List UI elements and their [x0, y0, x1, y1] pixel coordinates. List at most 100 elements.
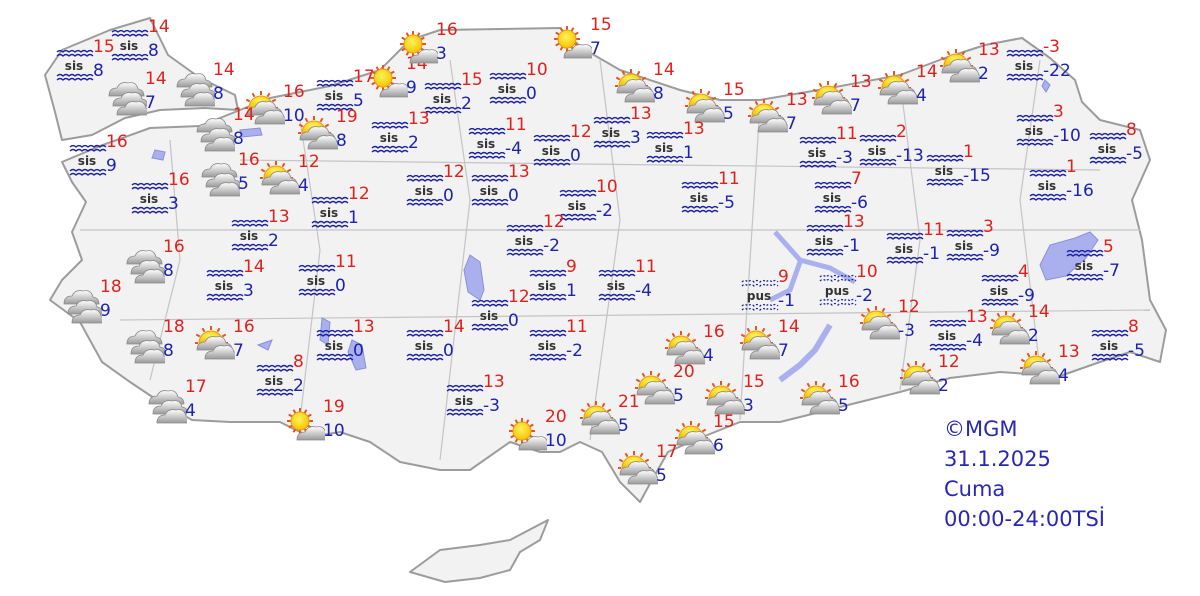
max-temp: 11 [923, 220, 945, 240]
svg-text:sis: sis [380, 131, 398, 145]
fog-icon: sis [528, 326, 568, 364]
station-cloudy: 18 9 [62, 278, 132, 328]
min-temp: 9 [406, 78, 417, 98]
lake-beysehir [347, 339, 367, 371]
min-temp: 8 [653, 84, 664, 104]
max-temp: 14 [1028, 302, 1050, 322]
min-temp: 1 [348, 208, 359, 228]
svg-text:sis: sis [415, 184, 433, 198]
partly-cloudy-icon [811, 81, 858, 119]
partly-cloudy-icon [899, 361, 946, 399]
fog-icon: sis [68, 141, 108, 179]
lake-cildir [1041, 79, 1051, 93]
svg-text:sis: sis [140, 192, 158, 206]
fog-icon: sis [470, 171, 510, 209]
min-temp: 5 [656, 466, 667, 486]
svg-text:sis: sis [320, 206, 338, 220]
station-sis: sis 1 -15 [925, 143, 995, 193]
min-temp: -15 [963, 166, 991, 186]
svg-text:sis: sis [515, 234, 533, 248]
min-temp: 4 [185, 401, 196, 421]
max-temp: -3 [1043, 37, 1060, 57]
fog-icon: sis [945, 226, 985, 264]
forecast-day: Cuma [944, 477, 1006, 501]
fog-icon: sis [858, 131, 898, 169]
station-sis: sis 13 -1 [805, 213, 875, 263]
sunny-icon [552, 24, 600, 62]
svg-text:sis: sis [120, 39, 138, 53]
station-sis: sis 11 -1 [885, 221, 955, 271]
svg-text:sis: sis [690, 191, 708, 205]
max-temp: 16 [238, 150, 260, 170]
svg-text:sis: sis [480, 184, 498, 198]
fog-icon: sis [798, 133, 838, 171]
max-temp: 16 [703, 322, 725, 342]
max-temp: 15 [713, 412, 735, 432]
min-temp: 3 [168, 194, 179, 214]
min-temp: 8 [336, 131, 347, 151]
min-temp: -9 [983, 241, 1000, 261]
fog-icon: sis [55, 46, 95, 84]
partly-cloudy-icon [739, 326, 786, 364]
station-sis: sis 12 0 [532, 123, 602, 173]
partly-cloudy-icon [614, 69, 661, 107]
station-sis: sis 8 -5 [1090, 318, 1160, 368]
min-temp: 8 [163, 341, 174, 361]
svg-text:sis: sis [78, 154, 96, 168]
min-temp: 8 [93, 61, 104, 81]
station-partly: 15 6 [674, 413, 745, 463]
min-temp: 0 [526, 84, 537, 104]
fog-icon: sis [645, 128, 685, 166]
svg-text:sis: sis [602, 126, 620, 140]
station-cloudy: 14 8 [175, 61, 245, 111]
max-temp: 13 [483, 372, 505, 392]
min-temp: 3 [436, 44, 447, 64]
station-sis: sis 1 -16 [1028, 158, 1098, 208]
station-partly: 16 10 [244, 83, 315, 133]
min-temp: -1 [778, 291, 795, 311]
max-temp: 17 [656, 442, 678, 462]
station-partly: 20 5 [634, 363, 705, 413]
min-temp: -5 [718, 193, 735, 213]
cyprus [409, 519, 549, 583]
station-sis: sis 3 -9 [945, 218, 1015, 268]
fog-icon: sis [205, 266, 245, 304]
max-temp: 13 [966, 307, 988, 327]
min-temp: 0 [508, 311, 519, 331]
svg-text:sis: sis [1075, 259, 1093, 273]
max-temp: 13 [978, 40, 1000, 60]
ataturk-dam [778, 323, 833, 383]
min-temp: -5 [1128, 341, 1145, 361]
svg-text:sis: sis [1100, 339, 1118, 353]
station-sis: sis 8 2 [255, 353, 325, 403]
min-temp: 2 [938, 376, 949, 396]
svg-text:sis: sis [415, 339, 433, 353]
svg-text:sis: sis [498, 82, 516, 96]
max-temp: 13 [630, 104, 652, 124]
partly-cloudy-icon [634, 371, 681, 409]
station-pus: pus 9 -1 [740, 268, 810, 318]
min-temp: 2 [461, 94, 472, 114]
max-temp: 19 [323, 397, 345, 417]
cloudy-icon [200, 159, 246, 197]
station-cloudy: 17 4 [147, 378, 217, 428]
svg-text:sis: sis [895, 242, 913, 256]
min-temp: 5 [353, 91, 364, 111]
station-sis: sis 16 9 [68, 133, 138, 183]
fog-icon: sis [310, 193, 350, 231]
svg-text:sis: sis [823, 191, 841, 205]
station-sis: sis 8 -5 [1088, 121, 1158, 171]
min-temp: -10 [1053, 126, 1081, 146]
fog-icon: sis [558, 186, 598, 224]
fog-icon: sis [110, 26, 150, 64]
max-temp: 10 [856, 262, 878, 282]
station-sis: sis 12 0 [405, 163, 475, 213]
station-sis: sis 12 -2 [505, 213, 575, 263]
sunny-icon [507, 416, 555, 454]
max-temp: 1 [963, 142, 974, 162]
svg-text:sis: sis [868, 144, 886, 158]
partly-cloudy-icon [1019, 351, 1066, 389]
station-partly: 16 4 [664, 323, 735, 373]
partly-cloudy-icon [244, 91, 291, 129]
lake-van [1039, 231, 1099, 281]
